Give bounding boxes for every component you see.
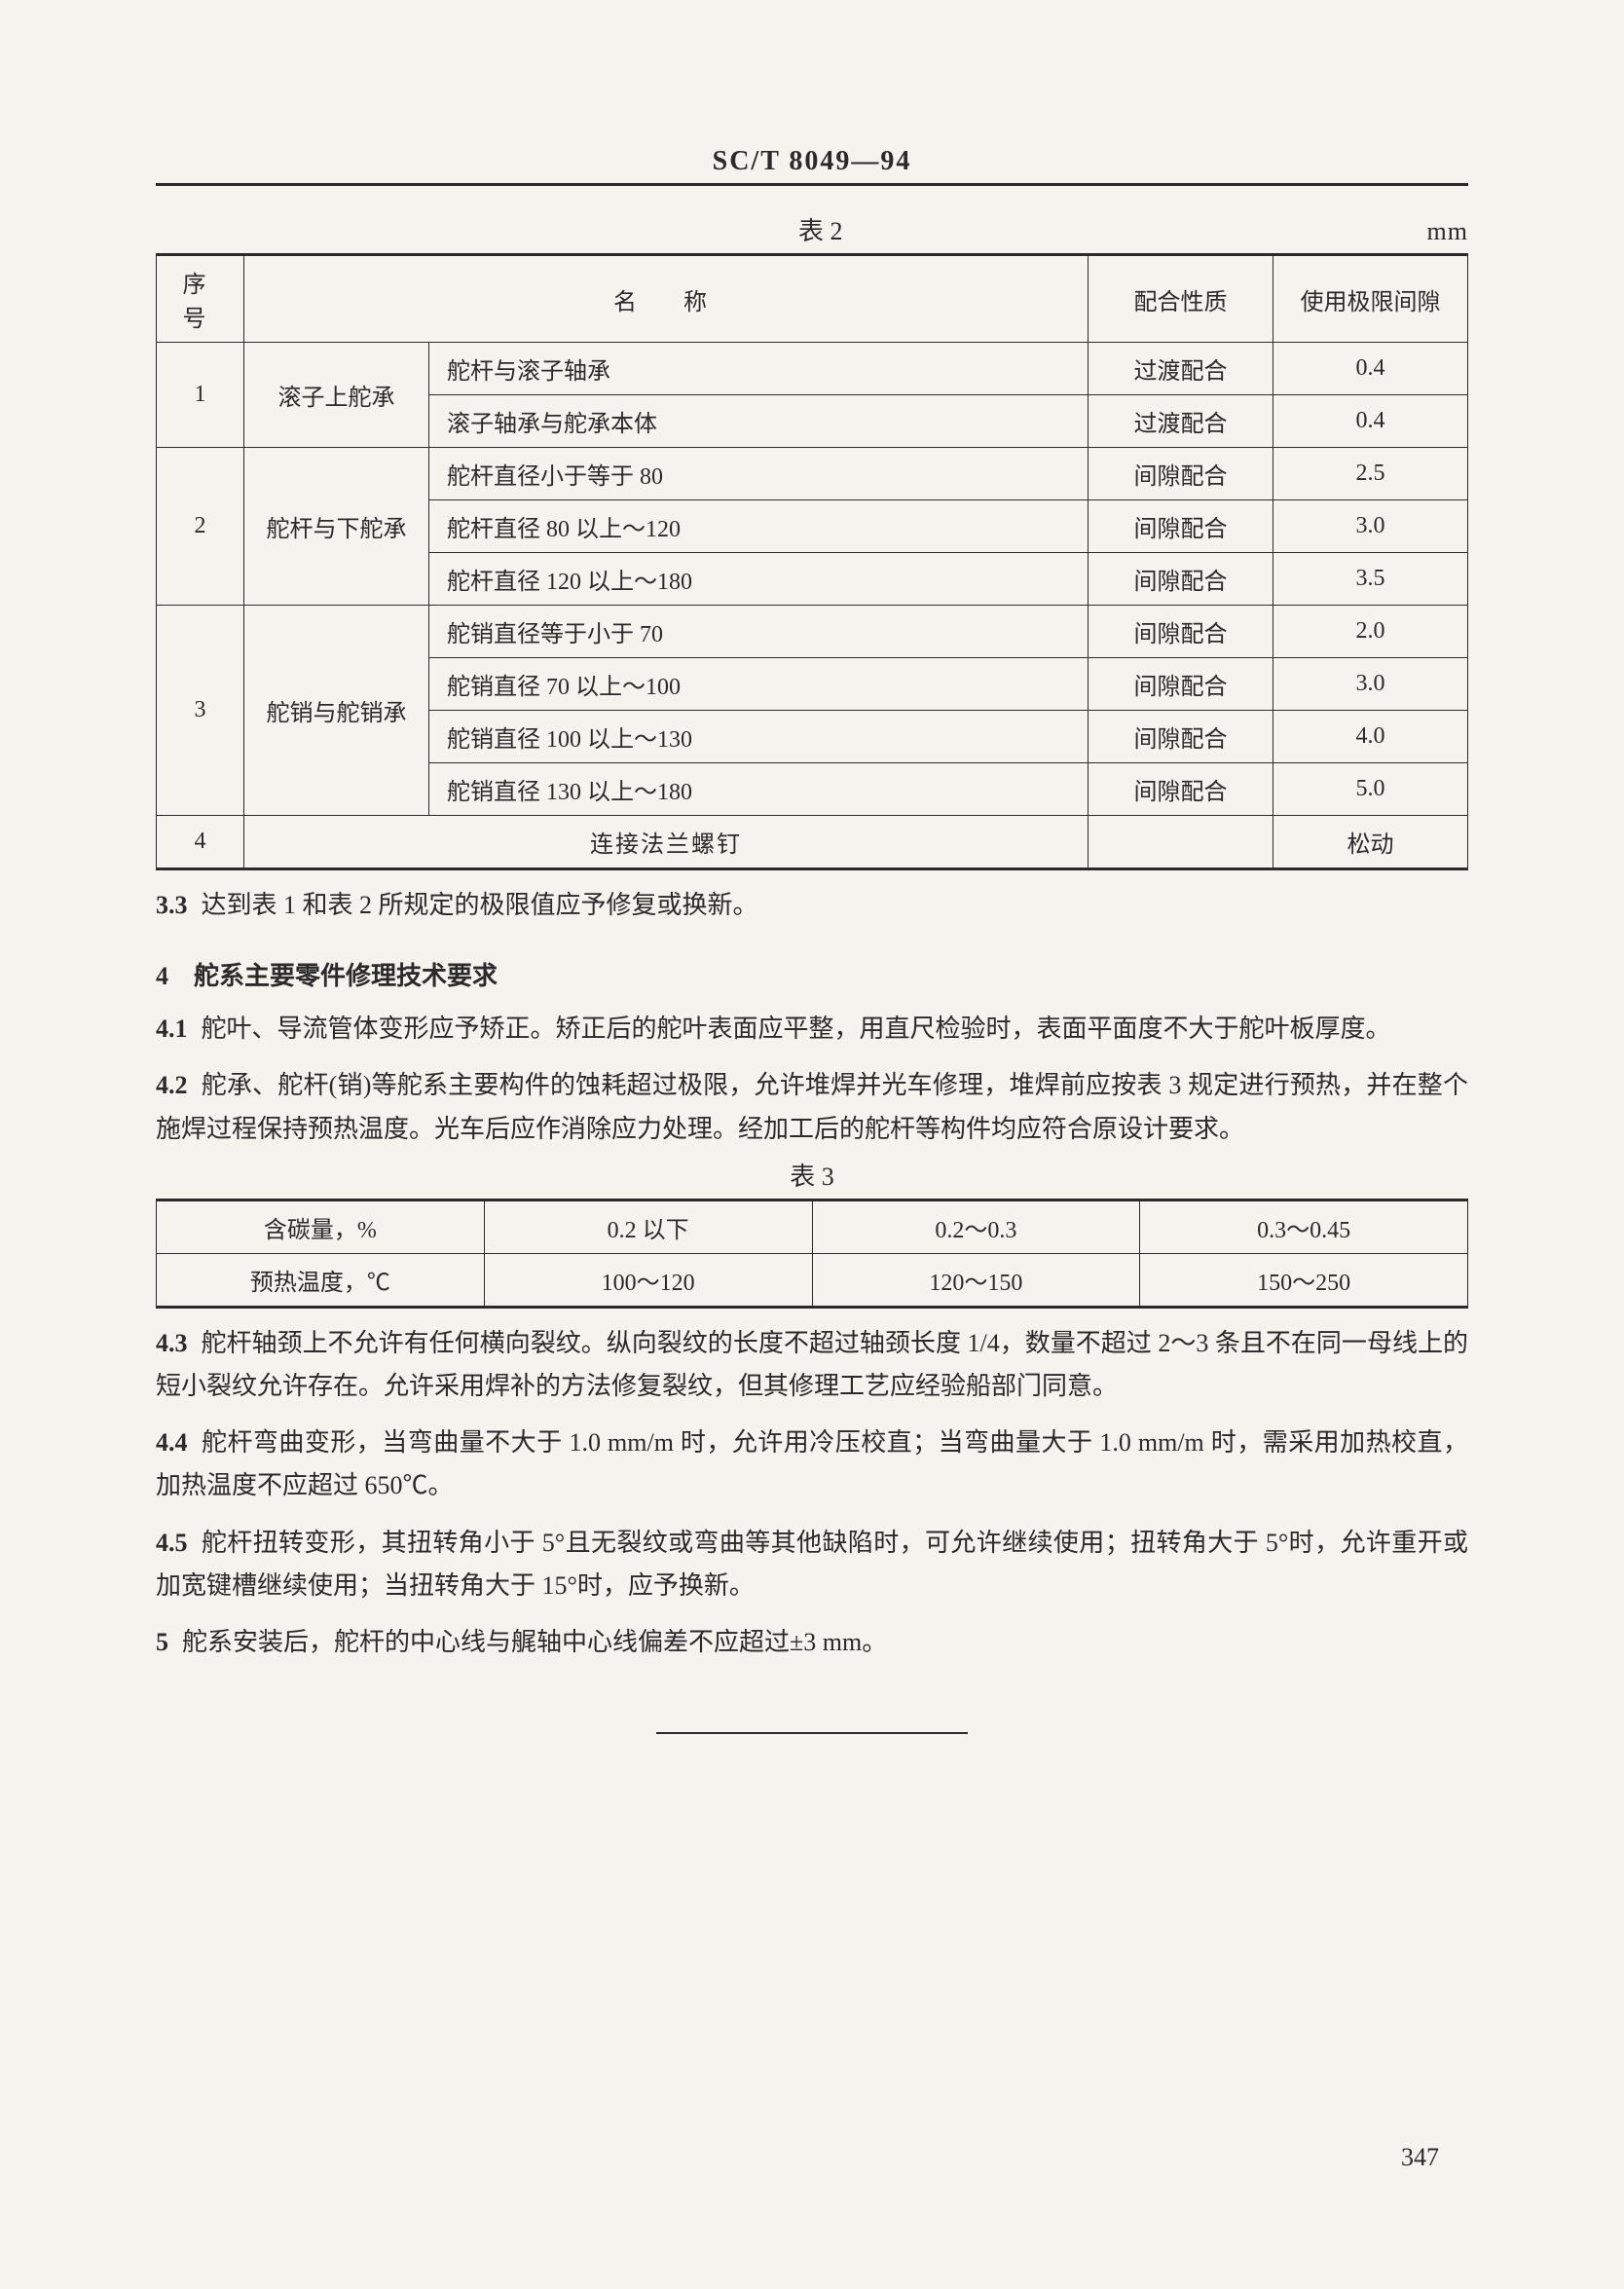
table2-caption: 表 2 bbox=[214, 211, 1427, 247]
para-3-3: 3.3 达到表 1 和表 2 所规定的极限值应予修复或换新。 bbox=[156, 884, 1468, 927]
para-num: 5 bbox=[156, 1628, 168, 1656]
cell-seq: 4 bbox=[157, 816, 244, 869]
table2-header-row: 序号 名 称 配合性质 使用极限间隙 bbox=[157, 255, 1468, 343]
col-seq: 序号 bbox=[157, 255, 244, 343]
table-row: 4 连接法兰螺钉 松动 bbox=[157, 816, 1468, 869]
table3-caption: 表 3 bbox=[156, 1157, 1468, 1193]
standard-code: SC/T 8049—94 bbox=[156, 146, 1468, 177]
cell-sub: 舵销直径 130 以上～180 bbox=[429, 763, 1089, 816]
cell-fit: 间隙配合 bbox=[1089, 606, 1273, 658]
cell: 含碳量，% bbox=[157, 1200, 485, 1253]
cell-fit: 间隙配合 bbox=[1089, 658, 1273, 711]
cell-limit: 松动 bbox=[1273, 816, 1468, 869]
table-row: 1 滚子上舵承 舵杆与滚子轴承 过渡配合 0.4 bbox=[157, 343, 1468, 395]
para-text: 舵杆弯曲变形，当弯曲量不大于 1.0 mm/m 时，允许用冷压校直；当弯曲量大于… bbox=[156, 1428, 1468, 1499]
col-limit: 使用极限间隙 bbox=[1273, 255, 1468, 343]
para-4-3: 4.3舵杆轴颈上不允许有任何横向裂纹。纵向裂纹的长度不超过轴颈长度 1/4，数量… bbox=[156, 1322, 1468, 1408]
section-4-heading: 4 舵系主要零件修理技术要求 bbox=[156, 956, 1468, 992]
cell-sub: 舵销直径等于小于 70 bbox=[429, 606, 1089, 658]
end-rule bbox=[656, 1732, 968, 1734]
cell-group: 舵杆与下舵承 bbox=[244, 448, 429, 606]
cell-sub: 舵杆直径 80 以上～120 bbox=[429, 500, 1089, 553]
cell-limit: 0.4 bbox=[1273, 395, 1468, 448]
cell: 预热温度，℃ bbox=[157, 1253, 485, 1307]
cell-group: 滚子上舵承 bbox=[244, 343, 429, 448]
para-4-4: 4.4舵杆弯曲变形，当弯曲量不大于 1.0 mm/m 时，允许用冷压校直；当弯曲… bbox=[156, 1421, 1468, 1507]
cell-sub: 舵杆直径 120 以上～180 bbox=[429, 553, 1089, 606]
para-num: 4.5 bbox=[156, 1529, 188, 1557]
para-text: 舵承、舵杆(销)等舵系主要构件的蚀耗超过极限，允许堆焊并光车修理，堆焊前应按表 … bbox=[156, 1071, 1468, 1142]
table-row: 预热温度，℃ 100～120 120～150 150～250 bbox=[157, 1253, 1468, 1307]
cell-fit bbox=[1089, 816, 1273, 869]
cell-limit: 3.5 bbox=[1273, 553, 1468, 606]
cell-seq: 2 bbox=[157, 448, 244, 606]
cell-fit: 过渡配合 bbox=[1089, 343, 1273, 395]
table2-caption-row: 表 2 mm bbox=[156, 211, 1468, 247]
table3: 含碳量，% 0.2 以下 0.2～0.3 0.3～0.45 预热温度，℃ 100… bbox=[156, 1199, 1468, 1309]
table2: 序号 名 称 配合性质 使用极限间隙 1 滚子上舵承 舵杆与滚子轴承 过渡配合 … bbox=[156, 253, 1468, 870]
cell-fit: 间隙配合 bbox=[1089, 553, 1273, 606]
para-num: 4.2 bbox=[156, 1071, 188, 1099]
cell-limit: 5.0 bbox=[1273, 763, 1468, 816]
cell-sub: 舵销直径 70 以上～100 bbox=[429, 658, 1089, 711]
para-text: 舵叶、导流管体变形应予矫正。矫正后的舵叶表面应平整，用直尺检验时，表面平面度不大… bbox=[202, 1015, 1391, 1043]
cell-limit: 4.0 bbox=[1273, 711, 1468, 763]
table-row: 含碳量，% 0.2 以下 0.2～0.3 0.3～0.45 bbox=[157, 1200, 1468, 1253]
table2-unit: mm bbox=[1427, 217, 1468, 246]
table-row: 2 舵杆与下舵承 舵杆直径小于等于 80 间隙配合 2.5 bbox=[157, 448, 1468, 500]
cell-fit: 间隙配合 bbox=[1089, 500, 1273, 553]
cell: 120～150 bbox=[812, 1253, 1140, 1307]
para-num: 3.3 bbox=[156, 891, 188, 919]
table-row: 3 舵销与舵销承 舵销直径等于小于 70 间隙配合 2.0 bbox=[157, 606, 1468, 658]
cell-fit: 过渡配合 bbox=[1089, 395, 1273, 448]
col-fit: 配合性质 bbox=[1089, 255, 1273, 343]
para-4-5: 4.5舵杆扭转变形，其扭转角小于 5°且无裂纹或弯曲等其他缺陷时，可允许继续使用… bbox=[156, 1522, 1468, 1607]
para-num: 4.4 bbox=[156, 1428, 188, 1457]
cell-seq: 3 bbox=[157, 606, 244, 816]
para-num: 4.3 bbox=[156, 1329, 188, 1357]
cell-sub: 舵销直径 100 以上～130 bbox=[429, 711, 1089, 763]
para-text: 达到表 1 和表 2 所规定的极限值应予修复或换新。 bbox=[202, 891, 758, 919]
page-number: 347 bbox=[1401, 2143, 1439, 2172]
cell-fit: 间隙配合 bbox=[1089, 763, 1273, 816]
para-text: 舵杆轴颈上不允许有任何横向裂纹。纵向裂纹的长度不超过轴颈长度 1/4，数量不超过… bbox=[156, 1329, 1468, 1400]
cell-group-full: 连接法兰螺钉 bbox=[244, 816, 1089, 869]
para-4-1: 4.1 舵叶、导流管体变形应予矫正。矫正后的舵叶表面应平整，用直尺检验时，表面平面… bbox=[156, 1008, 1468, 1051]
cell: 100～120 bbox=[484, 1253, 812, 1307]
cell-fit: 间隙配合 bbox=[1089, 711, 1273, 763]
cell-group: 舵销与舵销承 bbox=[244, 606, 429, 816]
para-text: 舵杆扭转变形，其扭转角小于 5°且无裂纹或弯曲等其他缺陷时，可允许继续使用；扭转… bbox=[156, 1529, 1468, 1600]
header-rule bbox=[156, 183, 1468, 186]
cell-limit: 2.0 bbox=[1273, 606, 1468, 658]
cell-fit: 间隙配合 bbox=[1089, 448, 1273, 500]
cell-limit: 0.4 bbox=[1273, 343, 1468, 395]
cell: 0.3～0.45 bbox=[1140, 1200, 1468, 1253]
cell: 0.2 以下 bbox=[484, 1200, 812, 1253]
para-5: 5 舵系安装后，舵杆的中心线与艉轴中心线偏差不应超过±3 mm。 bbox=[156, 1621, 1468, 1664]
cell-seq: 1 bbox=[157, 343, 244, 448]
cell: 0.2～0.3 bbox=[812, 1200, 1140, 1253]
para-4-2: 4.2舵承、舵杆(销)等舵系主要构件的蚀耗超过极限，允许堆焊并光车修理，堆焊前应… bbox=[156, 1064, 1468, 1150]
para-num: 4.1 bbox=[156, 1015, 188, 1043]
cell-sub: 舵杆与滚子轴承 bbox=[429, 343, 1089, 395]
cell-limit: 3.0 bbox=[1273, 658, 1468, 711]
cell-limit: 2.5 bbox=[1273, 448, 1468, 500]
cell-sub: 舵杆直径小于等于 80 bbox=[429, 448, 1089, 500]
col-name: 名 称 bbox=[244, 255, 1089, 343]
cell-sub: 滚子轴承与舵承本体 bbox=[429, 395, 1089, 448]
para-text: 舵系安装后，舵杆的中心线与艉轴中心线偏差不应超过±3 mm。 bbox=[182, 1628, 887, 1656]
cell-limit: 3.0 bbox=[1273, 500, 1468, 553]
cell: 150～250 bbox=[1140, 1253, 1468, 1307]
